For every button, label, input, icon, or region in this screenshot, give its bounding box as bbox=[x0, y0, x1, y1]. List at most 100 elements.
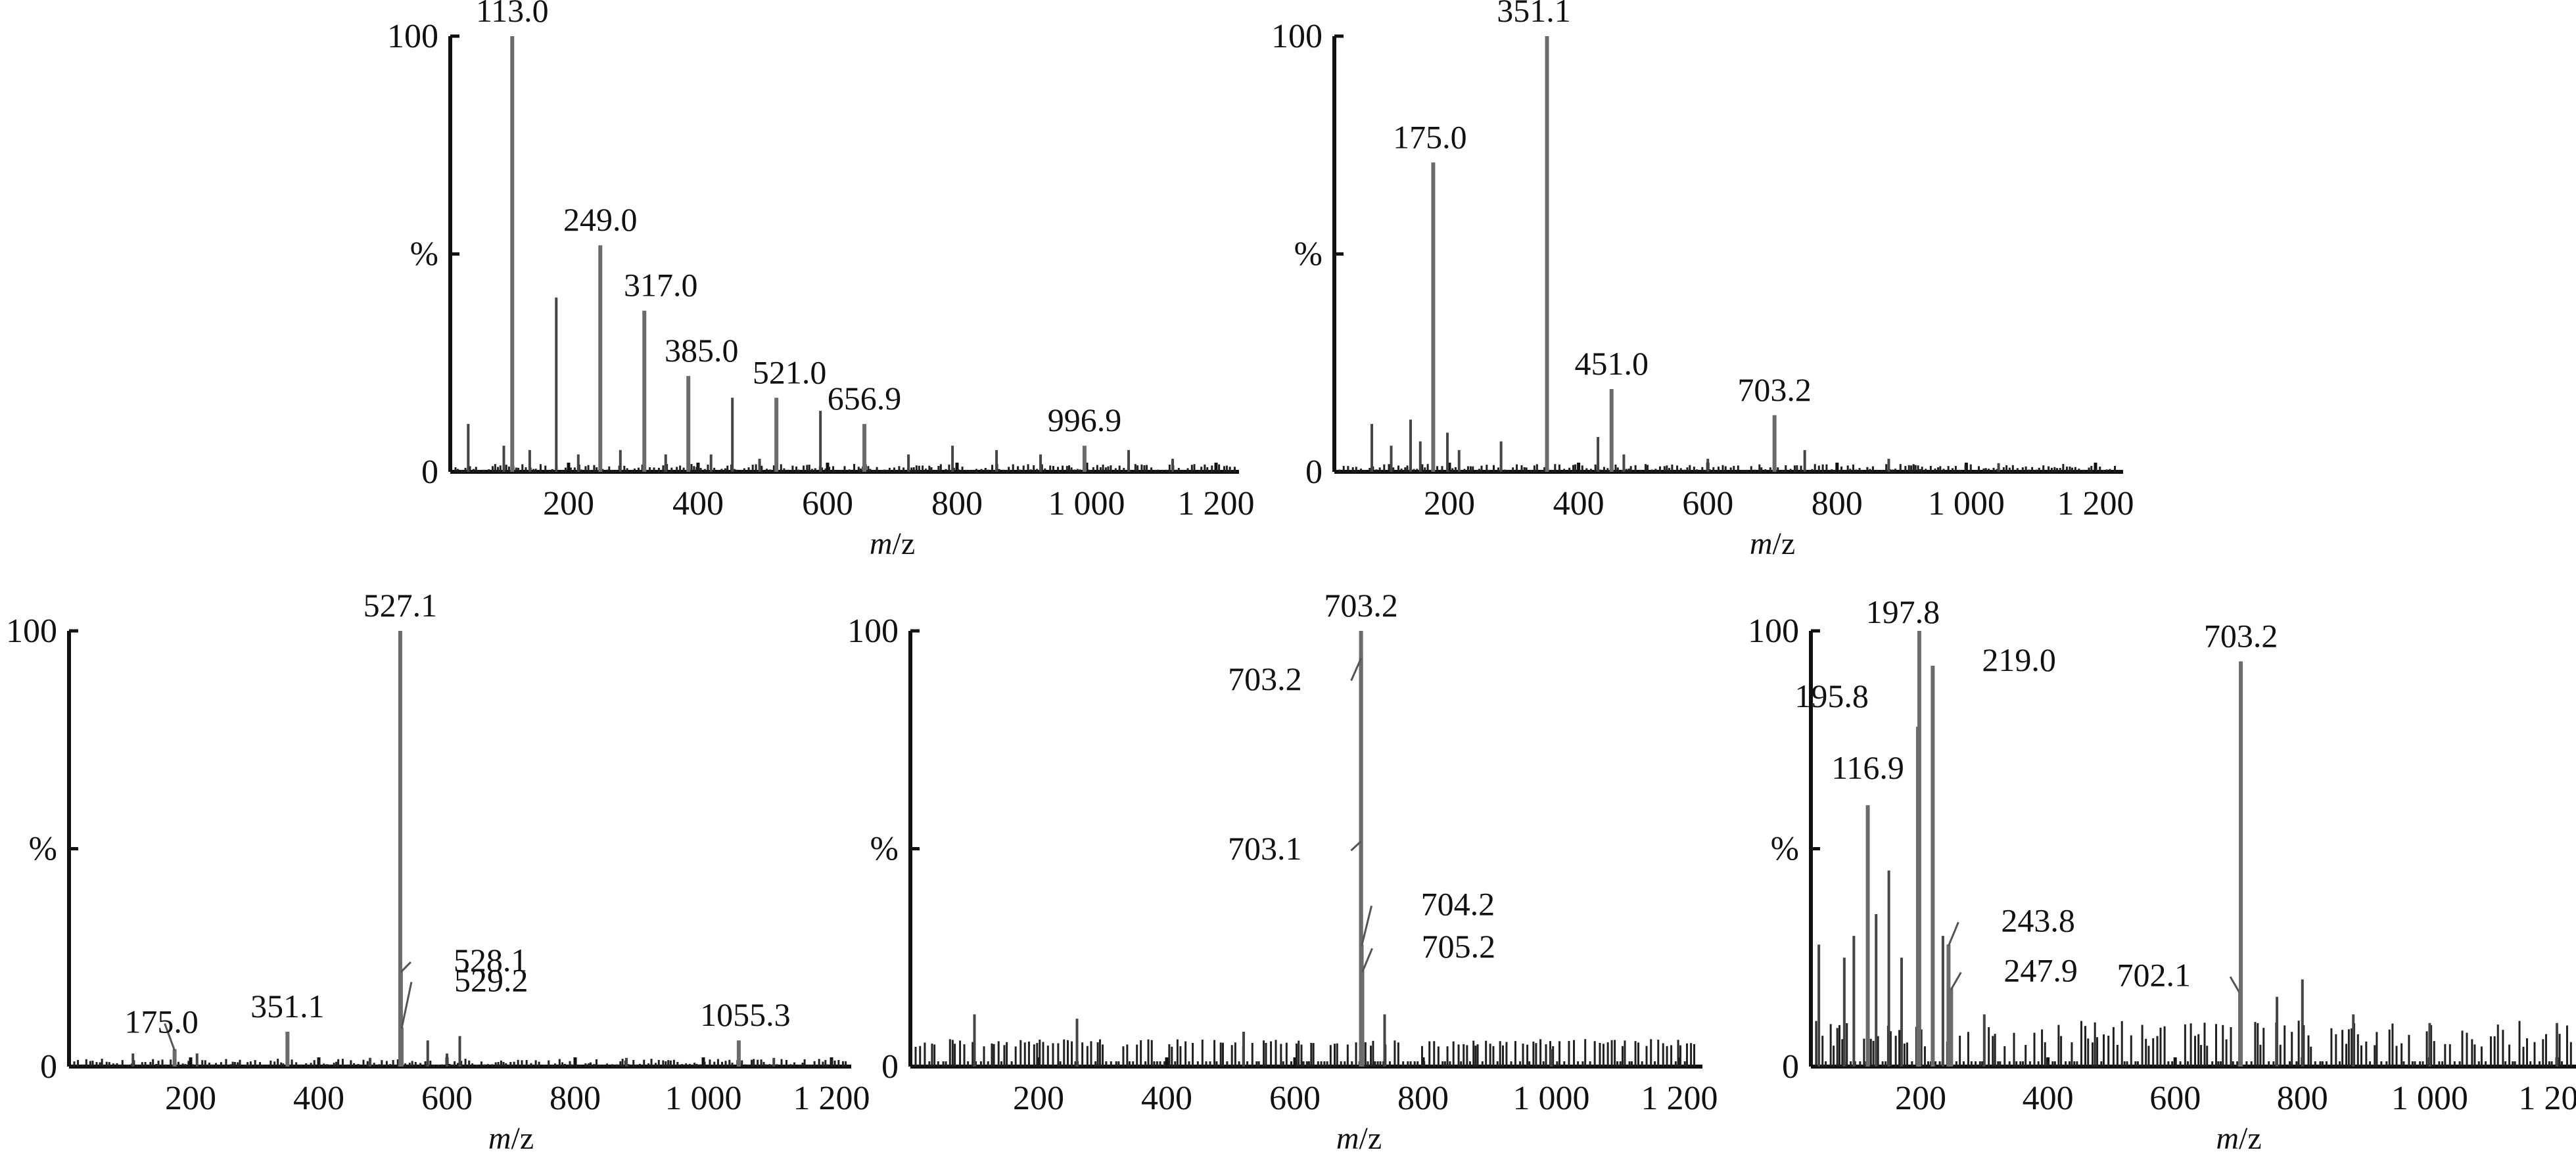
x-tick-label: 200 bbox=[1895, 1080, 1946, 1117]
x-axis-title-rest: /z bbox=[511, 1121, 534, 1152]
peak-leader bbox=[400, 961, 411, 973]
peak-label: 527.1 bbox=[363, 587, 438, 624]
x-tick-label: 600 bbox=[802, 485, 853, 522]
peak-label: 1055.3 bbox=[700, 996, 791, 1033]
peak-label: 243.8 bbox=[2001, 902, 2075, 938]
x-axis-title: m/z bbox=[488, 1121, 534, 1152]
x-axis-title-italic: m bbox=[2216, 1121, 2239, 1152]
peak-label: 249.0 bbox=[563, 201, 638, 238]
peak-label: 703.2 bbox=[2204, 617, 2278, 654]
peak-label: 175.0 bbox=[1393, 118, 1467, 155]
peak-leader bbox=[2229, 976, 2241, 995]
peak-label: 175.0 bbox=[124, 1003, 199, 1040]
spectrum-panel-bottom-middle: 0% 100 200 400 600 800 1 000 1 200 m/z 703.2 703.2… bbox=[847, 587, 1718, 1152]
peak-leader bbox=[400, 982, 413, 1029]
peak-leader bbox=[1361, 906, 1373, 946]
y-tick-label: 0 bbox=[1782, 1048, 1799, 1086]
y-tick-label: % bbox=[29, 831, 57, 868]
peak-label: 113.0 bbox=[476, 0, 549, 29]
x-tick-label: 800 bbox=[2277, 1080, 2328, 1117]
peak-label: 247.9 bbox=[2003, 952, 2078, 989]
x-tick-label: 200 bbox=[165, 1080, 216, 1117]
peak-label: 351.1 bbox=[1497, 0, 1571, 29]
x-tick-label: 600 bbox=[1682, 485, 1733, 522]
x-tick-label: 600 bbox=[2149, 1080, 2201, 1117]
x-tick-label: 200 bbox=[543, 485, 594, 522]
x-tick-label: 800 bbox=[550, 1080, 601, 1117]
peak-leader bbox=[1350, 841, 1362, 852]
x-tick-label: 1 200 bbox=[1641, 1080, 1718, 1117]
x-axis-title-rest: /z bbox=[893, 526, 916, 561]
peak-leader bbox=[164, 1023, 176, 1051]
x-axis-title-italic: m bbox=[488, 1121, 511, 1152]
spectrum-panel-bottom-left: 0% 100 200 400 600 800 1 000 1 200 m/z 175.0 351.1… bbox=[6, 587, 870, 1152]
peak-leader bbox=[1948, 921, 1959, 946]
peak-leader bbox=[1350, 658, 1362, 681]
peak-label: 451.0 bbox=[1574, 345, 1649, 382]
x-tick-label: 1 200 bbox=[2519, 1080, 2576, 1117]
x-axis-title-italic: m bbox=[870, 526, 893, 561]
x-axis-title: m/z bbox=[1750, 526, 1795, 561]
x-tick-label: 400 bbox=[2023, 1080, 2074, 1117]
y-tick-label: 0 bbox=[40, 1048, 57, 1086]
x-tick-label: 400 bbox=[293, 1080, 344, 1117]
x-tick-label: 200 bbox=[1013, 1080, 1064, 1117]
peak-leader bbox=[1361, 948, 1373, 973]
x-axis-title-rest: /z bbox=[1773, 526, 1796, 561]
y-tick-label: 100 bbox=[387, 18, 438, 55]
peak-label: 116.9 bbox=[1831, 749, 1904, 786]
x-tick-label: 1 000 bbox=[1513, 1080, 1590, 1117]
spectrum-panel-top-left: 0% 100 200 400 600 800 1 000 1 200 m/z 113.0 249.0… bbox=[387, 0, 1255, 561]
peak-label: 703.2 bbox=[1324, 587, 1398, 624]
x-tick-label: 800 bbox=[931, 485, 983, 522]
peak-label: 703.2 bbox=[1737, 371, 1812, 408]
y-tick-label: 0 bbox=[1305, 453, 1323, 491]
peak-label: 703.2 bbox=[1228, 660, 1302, 697]
y-tick-label: 100 bbox=[1748, 612, 1799, 650]
y-tick-label: % bbox=[410, 236, 438, 273]
x-tick-label: 1 000 bbox=[665, 1080, 742, 1117]
x-axis-title-rest: /z bbox=[2239, 1121, 2262, 1152]
spectrum-panel-top-right: 0% 100 200 400 600 800 1 000 1 200 m/z 175.0 351.1… bbox=[1271, 0, 2134, 561]
peak-label: 705.2 bbox=[1422, 928, 1496, 965]
peak-label: 656.9 bbox=[828, 380, 902, 417]
x-tick-label: 800 bbox=[1812, 485, 1863, 522]
peak-label: 197.8 bbox=[1866, 593, 1940, 630]
peak-label: 317.0 bbox=[624, 267, 698, 304]
peak-label: 385.0 bbox=[665, 332, 739, 369]
y-tick-label: 0 bbox=[421, 453, 438, 491]
peak-label: 528.1 bbox=[454, 942, 528, 979]
x-axis-title: m/z bbox=[870, 526, 915, 561]
x-tick-label: 1 000 bbox=[1928, 485, 2005, 522]
peak-label: 521.0 bbox=[753, 354, 827, 390]
x-axis-title-italic: m bbox=[1336, 1121, 1359, 1152]
x-tick-label: 1 200 bbox=[2057, 485, 2134, 522]
x-tick-label: 400 bbox=[1553, 485, 1604, 522]
x-tick-label: 400 bbox=[1141, 1080, 1192, 1117]
x-tick-label: 1 000 bbox=[1048, 485, 1125, 522]
x-tick-label: 1 200 bbox=[1178, 485, 1255, 522]
peak-leader bbox=[1950, 971, 1962, 990]
y-tick-label: % bbox=[1294, 236, 1323, 273]
x-axis-title-rest: /z bbox=[1359, 1121, 1382, 1152]
y-tick-label: 100 bbox=[1271, 18, 1323, 55]
peak-label: 351.1 bbox=[250, 988, 325, 1025]
y-tick-label: % bbox=[870, 831, 899, 868]
peak-label: 704.2 bbox=[1421, 885, 1495, 922]
x-tick-label: 600 bbox=[421, 1080, 473, 1117]
y-tick-label: 0 bbox=[881, 1048, 899, 1086]
y-tick-label: 100 bbox=[847, 612, 899, 650]
x-axis-title: m/z bbox=[1336, 1121, 1382, 1152]
peak-label: 703.1 bbox=[1228, 830, 1302, 867]
x-axis-title: m/z bbox=[2216, 1121, 2261, 1152]
spectrum-panel-bottom-right: 0% 100 200 400 600 800 1 000 1 200 m/z 116.9 195.8… bbox=[1748, 593, 2576, 1152]
peak-label: 219.0 bbox=[1982, 641, 2056, 678]
peak-label: 996.9 bbox=[1048, 402, 1122, 438]
peak-label: 529.2 bbox=[454, 961, 528, 998]
x-tick-label: 1 000 bbox=[2391, 1080, 2468, 1117]
x-tick-label: 400 bbox=[672, 485, 724, 522]
x-tick-label: 200 bbox=[1424, 485, 1475, 522]
x-axis-title-italic: m bbox=[1750, 526, 1773, 561]
x-tick-label: 600 bbox=[1269, 1080, 1321, 1117]
